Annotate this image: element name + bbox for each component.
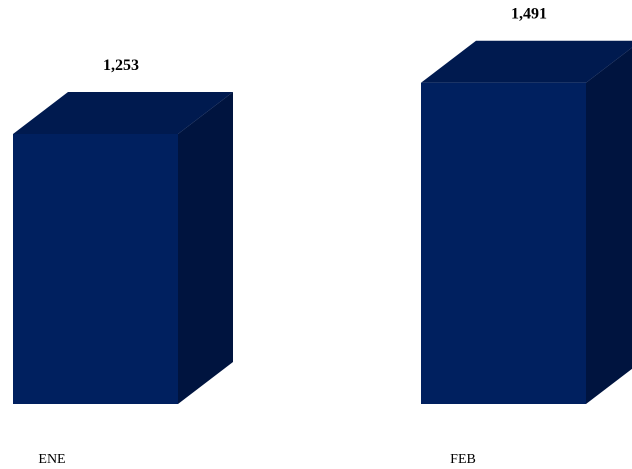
category-label-feb: FEB xyxy=(450,452,476,467)
data-label-ene: 1,253 xyxy=(103,57,139,74)
bar-top-ene xyxy=(13,92,233,134)
labels-group: 1,253 ENE 1,491 FEB xyxy=(38,6,547,467)
bar-ene xyxy=(13,134,178,404)
bar-feb xyxy=(421,82,586,404)
category-label-ene: ENE xyxy=(38,452,65,467)
data-label-feb: 1,491 xyxy=(511,6,547,23)
bar-top-feb xyxy=(421,40,632,83)
bar-side-ene xyxy=(178,92,233,404)
bars-group xyxy=(13,40,632,404)
bar-side-feb xyxy=(586,47,632,404)
